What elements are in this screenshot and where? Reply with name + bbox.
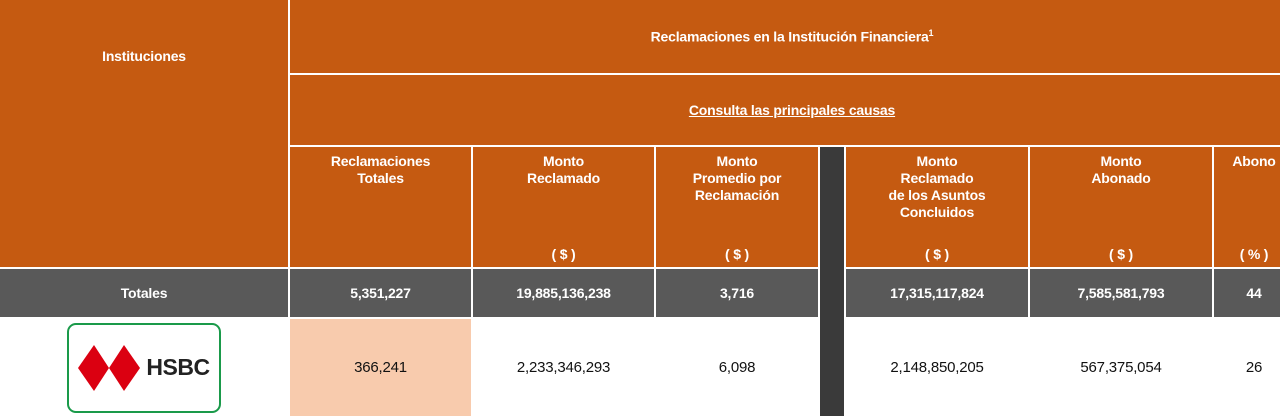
column-separator	[820, 147, 844, 416]
data-cell-monto-abonado: 567,375,054	[1030, 319, 1212, 416]
reclamaciones-header: Reclamaciones en la Institución Financie…	[290, 0, 1280, 73]
instituciones-label: Instituciones	[102, 48, 186, 64]
totals-label: Totales	[120, 285, 168, 301]
reclamaciones-title: Reclamaciones en la Institución Financie…	[650, 28, 934, 45]
totals-cell: 3,716	[656, 269, 818, 317]
consulta-causas-link[interactable]: Consulta las principales causas	[688, 102, 896, 118]
institution-cell-hsbc: HSBC	[0, 319, 288, 416]
data-cell-abono: 26	[1214, 319, 1280, 416]
footnote-marker: 1	[928, 28, 934, 39]
consulta-row: Consulta las principales causas	[290, 75, 1280, 145]
totals-cell: 44	[1214, 269, 1280, 317]
col-header-monto-abonado: Monto Abonado ( $ )	[1030, 147, 1212, 267]
totals-label-cell: Totales	[0, 269, 288, 317]
hsbc-logo[interactable]: HSBC	[67, 322, 221, 413]
hsbc-hexagon-icon	[78, 344, 141, 391]
col-header-monto-concluidos: Monto Reclamado de los Asuntos Concluidos (…	[846, 147, 1028, 267]
instituciones-header: Instituciones	[0, 0, 288, 267]
totals-cell: 7,585,581,793	[1030, 269, 1212, 317]
data-cell-reclamaciones: 366,241	[290, 319, 471, 416]
col-header-reclamaciones-totales: Reclamaciones Totales	[290, 147, 471, 267]
totals-cell: 17,315,117,824	[846, 269, 1028, 317]
col-header-monto-reclamado: Monto Reclamado ( $ )	[473, 147, 654, 267]
col-header-abono: Abono ( % )	[1214, 147, 1280, 267]
data-cell-monto-promedio: 6,098	[656, 319, 818, 416]
totals-cell: 5,351,227	[290, 269, 471, 317]
col-header-monto-promedio: Monto Promedio por Reclamación ( $ )	[656, 147, 818, 267]
hsbc-logo-text: HSBC	[146, 354, 210, 380]
totals-cell: 19,885,136,238	[473, 269, 654, 317]
data-cell-monto-concluidos: 2,148,850,205	[846, 319, 1028, 416]
data-cell-monto-reclamado: 2,233,346,293	[473, 319, 654, 416]
